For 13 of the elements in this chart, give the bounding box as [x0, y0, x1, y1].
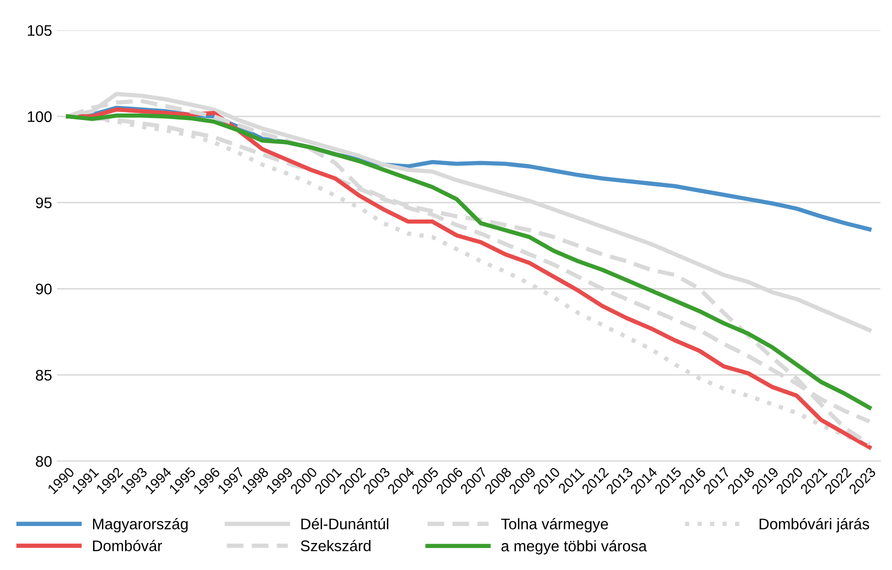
y-tick-label: 95	[36, 197, 52, 208]
legend-label: Magyarország	[93, 518, 188, 532]
y-tick-label: 105	[28, 25, 52, 36]
y-tick-label: 90	[36, 284, 52, 294]
legend-label: Dél-Dunántúl	[301, 518, 388, 530]
legend-label: Tolna vármegye	[501, 518, 608, 532]
y-tick-label: 85	[36, 370, 52, 381]
legend-label: Szekszárd	[300, 540, 370, 552]
y-tick-label: 100	[28, 111, 52, 122]
legend-label: a megye többi városa	[501, 540, 647, 554]
legend-label: Dombóvár	[93, 540, 162, 552]
y-tick-label: 80	[36, 456, 52, 467]
legend-label: Dombóvári járás	[760, 518, 870, 532]
